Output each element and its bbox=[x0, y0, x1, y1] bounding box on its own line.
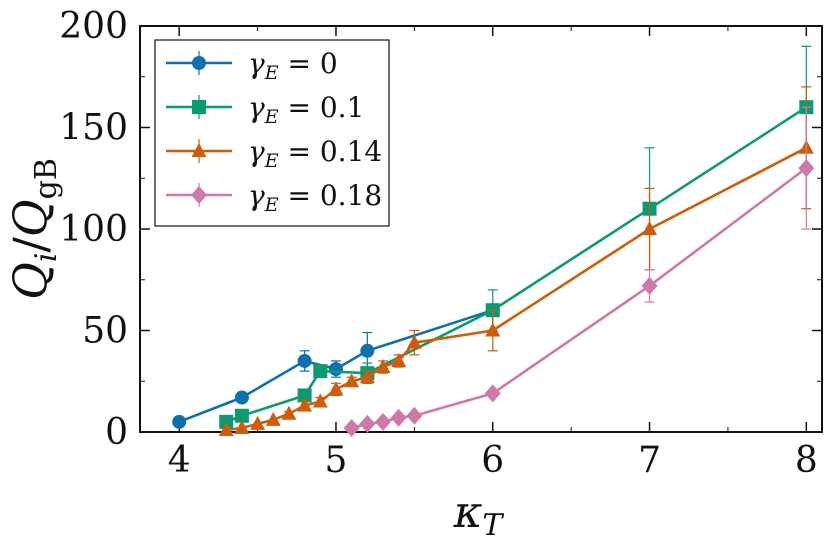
data-point bbox=[343, 418, 360, 437]
y-axis-label: Qi/QgB bbox=[3, 158, 64, 300]
data-point bbox=[359, 369, 375, 384]
data-point bbox=[328, 381, 344, 396]
data-point bbox=[172, 414, 187, 429]
y-axis-label-denominator: Q bbox=[3, 199, 57, 237]
data-point bbox=[391, 352, 407, 367]
x-tick-label: 6 bbox=[481, 440, 504, 481]
axis-ticks: 4 5 6 7 8 0 50 100 150 200 bbox=[59, 6, 822, 481]
svg-text:κT: κT bbox=[453, 487, 505, 540]
data-point bbox=[312, 393, 328, 408]
y-axis-label-numerator: Q bbox=[3, 262, 57, 300]
data-point bbox=[375, 359, 391, 374]
series-gamma-0-14 bbox=[218, 86, 814, 436]
legend-label: γE = 0.1 bbox=[248, 91, 364, 128]
data-point bbox=[219, 414, 234, 429]
y-axis-label-slash: / bbox=[3, 237, 57, 253]
data-point bbox=[218, 421, 234, 436]
x-axis-label-kappa: κ bbox=[453, 487, 483, 538]
data-point bbox=[250, 415, 266, 430]
legend-marker bbox=[192, 56, 206, 70]
series-line bbox=[351, 167, 808, 430]
legend-label: γE = 0 bbox=[248, 47, 338, 84]
x-axis-label: κT bbox=[453, 487, 505, 540]
data-point bbox=[234, 390, 249, 405]
legend: γE = 0 γE = 0.1 γE = 0.14 γE = 0.18 bbox=[154, 39, 390, 227]
y-axis-label-denominator-sub: gB bbox=[29, 158, 64, 199]
series-gamma-0-18 bbox=[343, 106, 815, 437]
y-tick-label: 0 bbox=[105, 412, 128, 453]
data-point bbox=[642, 221, 658, 235]
y-axis-label-numerator-sub: i bbox=[29, 253, 64, 263]
y-tick-label: 200 bbox=[59, 6, 128, 47]
legend-label: γE = 0.18 bbox=[248, 179, 382, 216]
x-tick-label: 8 bbox=[795, 440, 818, 481]
data-point bbox=[234, 408, 249, 423]
y-tick-label: 50 bbox=[82, 311, 128, 352]
data-point bbox=[641, 276, 658, 295]
series-line bbox=[225, 106, 808, 424]
svg-text:Qi/QgB: Qi/QgB bbox=[3, 158, 64, 300]
data-point bbox=[484, 384, 501, 403]
x-tick-label: 5 bbox=[325, 440, 348, 481]
data-point bbox=[360, 343, 375, 358]
data-point bbox=[344, 373, 360, 388]
y-tick-label: 100 bbox=[59, 209, 128, 250]
legend-entry-gamma-0: γE = 0 bbox=[166, 47, 338, 84]
y-tick-label: 150 bbox=[59, 108, 128, 149]
legend-marker bbox=[191, 143, 207, 157]
series-gamma-0 bbox=[172, 303, 500, 429]
legend-marker bbox=[192, 100, 206, 114]
data-point bbox=[375, 412, 392, 431]
data-point bbox=[297, 397, 313, 412]
legend-label: γE = 0.14 bbox=[248, 135, 382, 172]
legend-marker bbox=[191, 186, 207, 204]
data-point bbox=[485, 322, 501, 337]
data-point bbox=[359, 414, 376, 433]
data-point bbox=[406, 334, 422, 349]
data-point bbox=[313, 364, 328, 379]
data-point bbox=[297, 388, 312, 403]
legend-entry-gamma-0-14: γE = 0.14 bbox=[166, 135, 382, 172]
legend-entry-gamma-0-18: γE = 0.18 bbox=[166, 179, 382, 216]
data-point bbox=[390, 408, 407, 427]
data-series bbox=[172, 45, 815, 437]
data-point bbox=[234, 419, 250, 434]
data-point bbox=[798, 159, 815, 178]
x-tick-label: 7 bbox=[638, 440, 661, 481]
series-line bbox=[226, 146, 807, 432]
data-point bbox=[328, 362, 343, 377]
legend-entry-gamma-0-1: γE = 0.1 bbox=[166, 91, 364, 128]
data-point bbox=[265, 411, 281, 426]
data-point bbox=[297, 353, 312, 368]
data-point bbox=[406, 406, 423, 425]
x-tick-label: 4 bbox=[168, 440, 191, 481]
x-axis-label-subscript: T bbox=[482, 508, 504, 540]
data-point bbox=[281, 405, 297, 420]
